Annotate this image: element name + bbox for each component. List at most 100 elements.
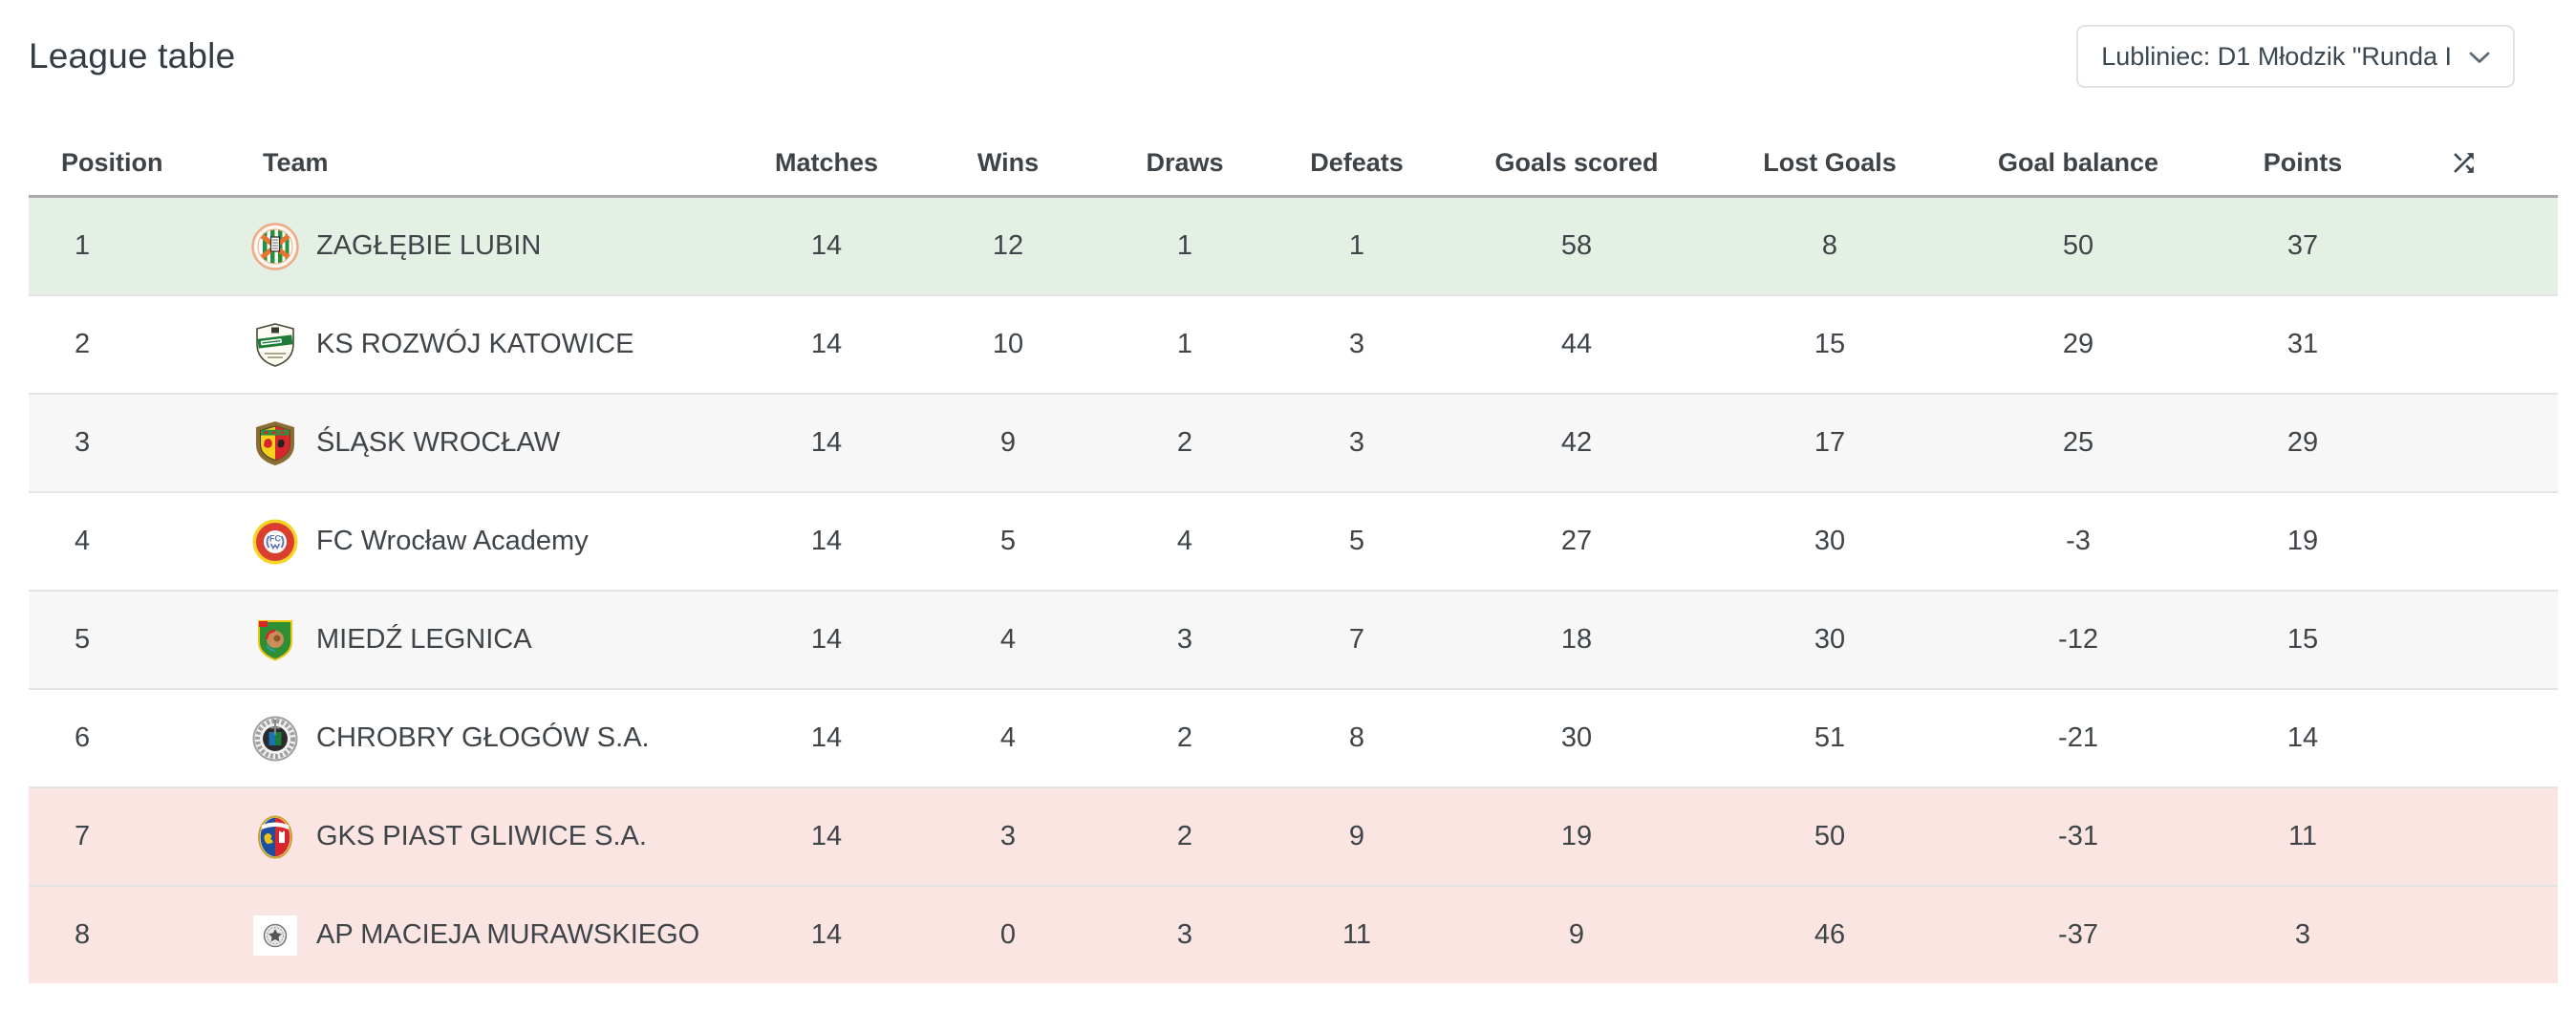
points-cell: 29: [2286, 427, 2319, 458]
goals-scored-cell: 44: [1560, 329, 1593, 359]
defeats-cell: 7: [1348, 624, 1365, 655]
table-row: 6 CHROBRY GŁOGÓW S.A. 14 4 2 8 30 51 -21…: [29, 688, 2558, 786]
wins-cell: 9: [999, 427, 1017, 458]
wins-cell: 12: [992, 230, 1024, 261]
matches-cell: 14: [810, 821, 843, 851]
goals-scored-cell: 58: [1560, 230, 1593, 261]
chrobry-glogow-crest-icon: [251, 715, 299, 763]
position-cell: 6: [75, 722, 91, 753]
column-header-points: Points: [2263, 147, 2343, 177]
column-header-matches: Matches: [774, 147, 879, 177]
defeats-cell: 5: [1348, 526, 1365, 556]
table-body: 1 ZAGŁĘBIE LUBIN 14 12 1 1 58 8 50 37 2: [29, 198, 2558, 983]
topbar: League table Lubliniec: D1 Młodzik "Rund…: [29, 25, 2558, 88]
table-row: 7 GKS PIAST GLIWICE S.A. 14 3 2 9 19 50 …: [29, 786, 2558, 885]
matches-cell: 14: [810, 722, 843, 753]
column-header-goal-balance: Goal balance: [1997, 147, 2159, 177]
column-header-team: Team: [263, 147, 329, 177]
team-cell: ŚLĄSK WROCŁAW: [239, 420, 736, 467]
lost-goals-cell: 30: [1814, 624, 1846, 655]
wins-cell: 3: [999, 821, 1017, 851]
team-cell: KS ROZWÓJ KATOWICE: [239, 321, 736, 369]
table-row: 5 MIEDŹ LEGNICA 14 4 3 7 18 30 -12 15: [29, 590, 2558, 688]
miedz-legnica-crest-icon: [251, 616, 299, 664]
lost-goals-cell: 50: [1814, 821, 1846, 851]
matches-cell: 14: [810, 427, 843, 458]
points-cell: 37: [2286, 230, 2319, 261]
lost-goals-cell: 46: [1814, 919, 1846, 950]
ap-macieja-murawskiego-crest-icon: [251, 912, 299, 959]
table-header-row: Position Team Matches Wins Draws Defeats…: [29, 130, 2558, 198]
column-header-lost-goals: Lost Goals: [1763, 147, 1897, 177]
column-header-position: Position: [61, 147, 163, 177]
page-title: League table: [29, 36, 236, 75]
points-cell: 11: [2287, 821, 2318, 851]
team-cell: GKS PIAST GLIWICE S.A.: [239, 813, 736, 861]
table-row: 8 AP MACIEJA MURAWSKIEGO 14 0 3 11 9 46 …: [29, 885, 2558, 983]
team-name: CHROBRY GŁOGÓW S.A.: [316, 722, 650, 753]
lost-goals-cell: 51: [1814, 722, 1846, 753]
goals-scored-cell: 18: [1560, 624, 1593, 655]
draws-cell: 3: [1176, 624, 1193, 655]
table-row: 3 ŚLĄSK WROCŁAW 14 9 2 3 42 17 25 29: [29, 393, 2558, 491]
gks-piast-gliwice-crest-icon: [251, 813, 299, 861]
lost-goals-cell: 17: [1814, 427, 1846, 458]
ks-rozwoj-katowice-crest-icon: [251, 321, 299, 369]
position-cell: 4: [75, 526, 91, 556]
defeats-cell: 11: [1342, 919, 1372, 950]
goals-scored-cell: 27: [1560, 526, 1593, 556]
team-name: GKS PIAST GLIWICE S.A.: [316, 821, 647, 851]
position-cell: 2: [75, 329, 91, 359]
goal-balance-cell: 50: [2062, 230, 2094, 261]
league-table: Position Team Matches Wins Draws Defeats…: [29, 130, 2558, 983]
team-name: FC Wrocław Academy: [316, 526, 589, 556]
position-cell: 1: [75, 230, 91, 261]
goal-balance-cell: -21: [2058, 722, 2098, 753]
league-select-value: Lubliniec: D1 Młodzik "Runda I: [2101, 41, 2452, 71]
draws-cell: 1: [1176, 329, 1193, 359]
defeats-cell: 3: [1348, 427, 1365, 458]
league-select[interactable]: Lubliniec: D1 Młodzik "Runda I: [2076, 25, 2515, 88]
defeats-cell: 1: [1348, 230, 1365, 261]
points-cell: 19: [2286, 526, 2319, 556]
wins-cell: 4: [999, 624, 1017, 655]
column-header-wins: Wins: [977, 147, 1040, 177]
column-header-goals-scored: Goals scored: [1494, 147, 1659, 177]
goal-balance-cell: -3: [2066, 526, 2091, 556]
column-header-shuffle: [2398, 148, 2558, 178]
points-cell: 15: [2286, 624, 2319, 655]
matches-cell: 14: [810, 230, 843, 261]
team-cell: MIEDŹ LEGNICA: [239, 616, 736, 664]
goals-scored-cell: 42: [1560, 427, 1593, 458]
team-name: ŚLĄSK WROCŁAW: [316, 427, 561, 458]
column-header-draws: Draws: [1146, 147, 1224, 177]
goals-scored-cell: 9: [1568, 919, 1585, 950]
lost-goals-cell: 15: [1814, 329, 1846, 359]
position-cell: 7: [75, 821, 91, 851]
column-header-defeats: Defeats: [1310, 147, 1404, 177]
draws-cell: 3: [1176, 919, 1193, 950]
points-cell: 14: [2286, 722, 2319, 753]
matches-cell: 14: [810, 624, 843, 655]
draws-cell: 4: [1176, 526, 1193, 556]
team-name: ZAGŁĘBIE LUBIN: [316, 230, 542, 261]
chevron-down-icon: [2469, 52, 2490, 63]
position-cell: 3: [75, 427, 91, 458]
goal-balance-cell: -12: [2058, 624, 2098, 655]
matches-cell: 14: [810, 919, 843, 950]
wins-cell: 10: [992, 329, 1024, 359]
shuffle-icon[interactable]: [2449, 148, 2479, 178]
draws-cell: 1: [1176, 230, 1193, 261]
goals-scored-cell: 30: [1560, 722, 1593, 753]
team-name: KS ROZWÓJ KATOWICE: [316, 329, 634, 359]
goal-balance-cell: 29: [2062, 329, 2094, 359]
defeats-cell: 8: [1348, 722, 1365, 753]
draws-cell: 2: [1176, 821, 1193, 851]
points-cell: 31: [2286, 329, 2319, 359]
zaglebie-lubin-crest-icon: [251, 222, 299, 270]
draws-cell: 2: [1176, 722, 1193, 753]
team-cell: CHROBRY GŁOGÓW S.A.: [239, 715, 736, 763]
team-cell: AP MACIEJA MURAWSKIEGO: [239, 912, 736, 959]
goal-balance-cell: 25: [2062, 427, 2094, 458]
position-cell: 8: [75, 919, 91, 950]
